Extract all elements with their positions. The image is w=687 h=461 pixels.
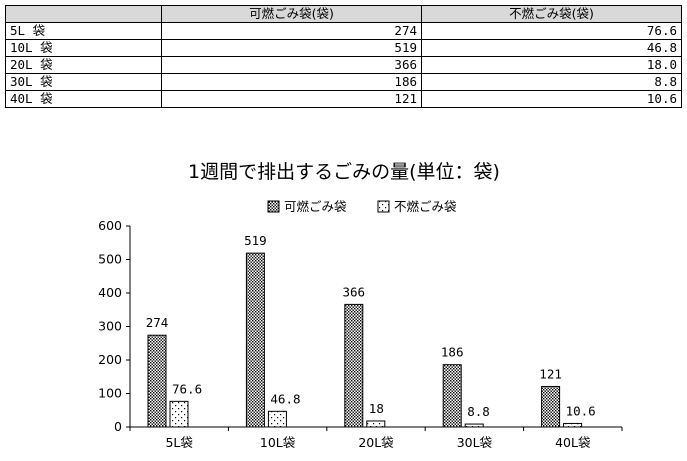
cell-nonburnable: 18.0 bbox=[421, 56, 682, 74]
x-tick-label: 5L袋 bbox=[165, 435, 193, 450]
cell-burnable: 366 bbox=[161, 56, 422, 74]
cell-nonburnable: 76.6 bbox=[421, 22, 682, 40]
bar-nonburnable bbox=[464, 423, 484, 428]
data-label: 8.8 bbox=[467, 404, 490, 419]
data-label: 18 bbox=[369, 401, 384, 416]
cell-burnable: 121 bbox=[161, 90, 422, 108]
bar-nonburnable bbox=[267, 410, 287, 428]
x-tick-label: 10L袋 bbox=[260, 435, 296, 450]
data-label: 121 bbox=[539, 366, 562, 381]
cell-nonburnable: 46.8 bbox=[421, 39, 682, 57]
data-label: 10.6 bbox=[566, 403, 596, 418]
data-label: 366 bbox=[343, 284, 366, 299]
cell-nonburnable: 8.8 bbox=[421, 73, 682, 91]
bar-burnable bbox=[147, 334, 167, 428]
chart-data-labels: 274 76.6 519 46.8 366 18 186 8.8 121 10.6 bbox=[146, 233, 596, 419]
chart-axes: 0 100 200 300 400 500 600 5L袋 10L袋 20L袋 30L袋 40L袋 bbox=[98, 218, 623, 450]
legend-swatch bbox=[377, 200, 390, 213]
y-tick-label: 200 bbox=[98, 352, 122, 367]
y-tick-label: 400 bbox=[98, 285, 122, 300]
table-row: 30L 袋 186 8.8 bbox=[5, 73, 682, 91]
data-label: 76.6 bbox=[172, 381, 202, 396]
bar-chart: 1週間で排出するごみの量(単位：袋) 可燃ごみ袋 不燃ごみ袋 0 100 200 300… bbox=[98, 161, 623, 450]
table-header-row: 可燃ごみ袋(袋) 不燃ごみ袋(袋) bbox=[5, 5, 682, 23]
cell-burnable: 519 bbox=[161, 39, 422, 57]
y-tick-label: 600 bbox=[98, 218, 122, 233]
y-tick-label: 500 bbox=[98, 252, 122, 267]
data-label: 186 bbox=[441, 345, 464, 360]
bar-burnable bbox=[245, 252, 265, 428]
row-label: 10L 袋 bbox=[5, 39, 162, 57]
legend-swatch bbox=[267, 200, 280, 213]
table-row: 5L 袋 274 76.6 bbox=[5, 22, 682, 40]
y-tick-label: 100 bbox=[98, 386, 122, 401]
bar-burnable bbox=[541, 385, 561, 428]
table-row: 20L 袋 366 18.0 bbox=[5, 56, 682, 74]
row-label: 40L 袋 bbox=[5, 90, 162, 108]
row-label: 30L 袋 bbox=[5, 73, 162, 91]
cell-burnable: 274 bbox=[161, 22, 422, 40]
table-row: 10L 袋 519 46.8 bbox=[5, 39, 682, 57]
row-label: 5L 袋 bbox=[5, 22, 162, 40]
x-tick-label: 20L袋 bbox=[358, 435, 394, 450]
bar-burnable bbox=[344, 303, 364, 428]
data-label: 274 bbox=[146, 315, 169, 330]
cell-nonburnable: 10.6 bbox=[421, 90, 682, 108]
data-label: 46.8 bbox=[270, 391, 300, 406]
x-tick-label: 40L袋 bbox=[555, 435, 591, 450]
chart-legend: 可燃ごみ袋 不燃ごみ袋 bbox=[267, 199, 457, 214]
bar-nonburnable bbox=[563, 422, 583, 428]
table-row: 40L 袋 121 10.6 bbox=[5, 90, 682, 108]
cell-burnable: 186 bbox=[161, 73, 422, 91]
y-tick-label: 0 bbox=[114, 419, 122, 434]
row-label: 20L 袋 bbox=[5, 56, 162, 74]
header-cell-burnable: 可燃ごみ袋(袋) bbox=[161, 5, 422, 23]
y-tick-label: 300 bbox=[98, 319, 122, 334]
legend-label: 不燃ごみ袋 bbox=[394, 199, 457, 214]
header-cell-nonburnable: 不燃ごみ袋(袋) bbox=[421, 5, 682, 23]
chart-bars bbox=[147, 252, 583, 428]
chart-title: 1週間で排出するごみの量(単位：袋) bbox=[188, 161, 500, 183]
x-tick-label: 30L袋 bbox=[457, 435, 493, 450]
bar-burnable bbox=[442, 364, 462, 428]
bar-nonburnable bbox=[366, 420, 386, 428]
bar-nonburnable bbox=[169, 400, 189, 428]
data-table: 可燃ごみ袋(袋) 不燃ごみ袋(袋) 5L 袋 274 76.6 10L 袋 51… bbox=[5, 5, 682, 108]
data-label: 519 bbox=[244, 233, 267, 248]
legend-label: 可燃ごみ袋 bbox=[284, 199, 347, 214]
header-cell-empty bbox=[5, 5, 162, 23]
